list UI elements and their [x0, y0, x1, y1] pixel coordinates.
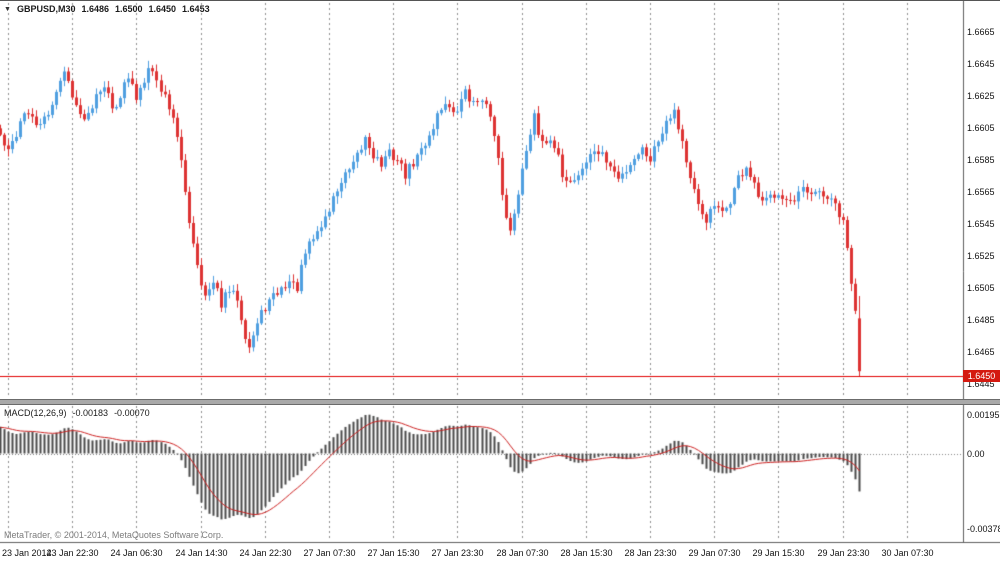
macd-axis-label: 0.00195: [967, 409, 1000, 420]
metatrader-watermark: MetaTrader, © 2001-2014, MetaQuotes Soft…: [4, 530, 224, 540]
macd-name: MACD(12,26,9): [4, 408, 67, 418]
ohlc-low: 1.6450: [148, 4, 177, 14]
price-axis-label: 1.6605: [967, 123, 995, 133]
price-axis-label: 1.6505: [967, 283, 995, 293]
symbol-name: GBPUSD,M30: [16, 4, 76, 14]
price-axis-label: 1.6445: [967, 379, 995, 389]
price-axis-label: 1.6545: [967, 219, 995, 229]
time-axis-label: 28 Jan 15:30: [560, 548, 613, 558]
macd-axis-label: -0.00378: [967, 524, 1000, 535]
macd-axis-label: 0.00: [967, 448, 985, 459]
price-axis-label: 1.6525: [967, 251, 995, 261]
time-axis-label: 29 Jan 07:30: [688, 548, 741, 558]
price-axis-label: 1.6625: [967, 91, 995, 101]
price-axis-label: 1.6485: [967, 315, 995, 325]
macd-signal-value: -0.00070: [114, 408, 150, 418]
pane-divider[interactable]: [0, 399, 1000, 405]
time-axis-label: 30 Jan 07:30: [881, 548, 934, 558]
time-axis-label: 24 Jan 22:30: [239, 548, 292, 558]
ohlc-close: 1.6453: [182, 4, 210, 14]
current-price-badge: 1.6450: [963, 370, 1000, 382]
macd-value: -0.00183: [72, 408, 109, 418]
price-axis-label: 1.6585: [967, 155, 995, 165]
time-axis-label: 27 Jan 15:30: [367, 548, 420, 558]
time-axis-label: 27 Jan 07:30: [303, 548, 356, 558]
time-axis-label: 28 Jan 23:30: [624, 548, 677, 558]
time-axis-label: 23 Jan 22:30: [46, 548, 99, 558]
time-axis-label: 29 Jan 15:30: [752, 548, 805, 558]
time-axis-label: 24 Jan 06:30: [110, 548, 163, 558]
symbol-ohlc-label: ▼ GBPUSD,M30 1.6486 1.6500 1.6450 1.6453: [4, 4, 210, 14]
price-axis-label: 1.6465: [967, 347, 995, 357]
price-axis-label: 1.6665: [967, 27, 995, 37]
chart-symbol-icon: ▼: [4, 5, 11, 13]
price-axis-label: 1.6645: [967, 59, 995, 69]
time-axis-label: 24 Jan 14:30: [175, 548, 228, 558]
macd-indicator-label: MACD(12,26,9) -0.00183 -0.00070: [4, 408, 150, 418]
time-axis-label: 23 Jan 2014: [2, 548, 52, 558]
time-axis-label: 28 Jan 07:30: [496, 548, 549, 558]
ohlc-open: 1.6486: [81, 4, 109, 14]
time-axis-label: 27 Jan 23:30: [431, 548, 484, 558]
time-axis-label: 29 Jan 23:30: [817, 548, 870, 558]
ohlc-high: 1.6500: [114, 4, 143, 14]
price-axis-label: 1.6565: [967, 187, 995, 197]
